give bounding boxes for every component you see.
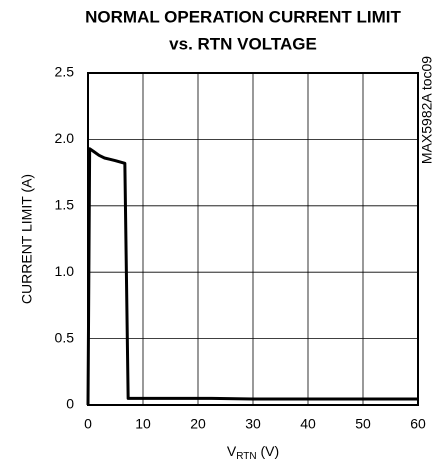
y-tick-label: 0.5: [55, 329, 75, 345]
x-tick-label: 60: [410, 416, 426, 432]
x-tick-label: 10: [135, 416, 151, 432]
x-axis-label-sub: RTN: [236, 451, 256, 462]
x-tick-label: 30: [245, 416, 261, 432]
x-tick-label: 40: [300, 416, 316, 432]
x-tick-label: 50: [355, 416, 371, 432]
y-tick-label: 2.5: [55, 64, 75, 80]
chart-title: NORMAL OPERATION CURRENT LIMIT: [85, 7, 401, 26]
chart-title: vs. RTN VOLTAGE: [169, 34, 317, 53]
y-tick-label: 2.0: [55, 130, 75, 146]
x-axis-label-unit: (V): [257, 443, 280, 459]
y-axis-label: CURRENT LIMIT (A): [19, 174, 35, 304]
data-line: [86, 147, 418, 406]
y-tick-label: 1.5: [55, 197, 75, 213]
x-tick-label: 0: [84, 416, 92, 432]
y-tick-label: 0: [66, 396, 74, 412]
x-axis-label: VRTN (V): [227, 443, 279, 462]
x-axis-label-main: V: [227, 443, 237, 459]
x-tick-label: 20: [190, 416, 206, 432]
y-tick-label: 1.0: [55, 263, 75, 279]
figure-annotation: MAX5982A toc09: [419, 56, 435, 164]
